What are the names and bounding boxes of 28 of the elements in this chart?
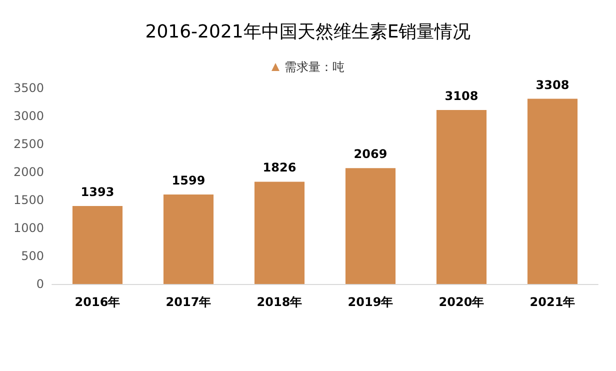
bar xyxy=(163,194,214,284)
y-tick-label: 500 xyxy=(21,249,44,263)
y-tick-label: 1000 xyxy=(13,221,44,235)
x-tick-label: 2021年 xyxy=(530,295,576,309)
data-label: 1599 xyxy=(172,173,206,188)
bar xyxy=(345,168,396,284)
y-tick-label: 2500 xyxy=(13,137,44,151)
data-label: 2069 xyxy=(354,147,388,162)
y-tick-label: 1500 xyxy=(13,193,44,207)
y-tick-label: 0 xyxy=(36,277,44,291)
data-label: 3308 xyxy=(536,78,570,92)
y-tick-label: 2000 xyxy=(13,165,44,179)
data-label: 1393 xyxy=(80,184,114,199)
x-tick-label: 2016年 xyxy=(74,295,120,309)
y-tick-label: 3000 xyxy=(13,109,44,123)
y-tick-label: 3500 xyxy=(13,81,44,95)
legend-label: 需求量：吨 xyxy=(284,60,344,74)
x-tick-label: 2019年 xyxy=(348,295,394,309)
x-tick-label: 2017年 xyxy=(166,295,212,309)
x-tick-label: 2020年 xyxy=(438,295,484,309)
bar xyxy=(72,206,123,284)
data-label: 3108 xyxy=(444,88,478,103)
data-label: 1826 xyxy=(262,160,296,175)
bar xyxy=(436,110,487,284)
bar xyxy=(527,98,578,284)
bar xyxy=(254,182,305,284)
chart-title: 2016-2021年中国天然维生素E销量情况 xyxy=(145,22,471,42)
x-tick-label: 2018年 xyxy=(256,295,302,309)
